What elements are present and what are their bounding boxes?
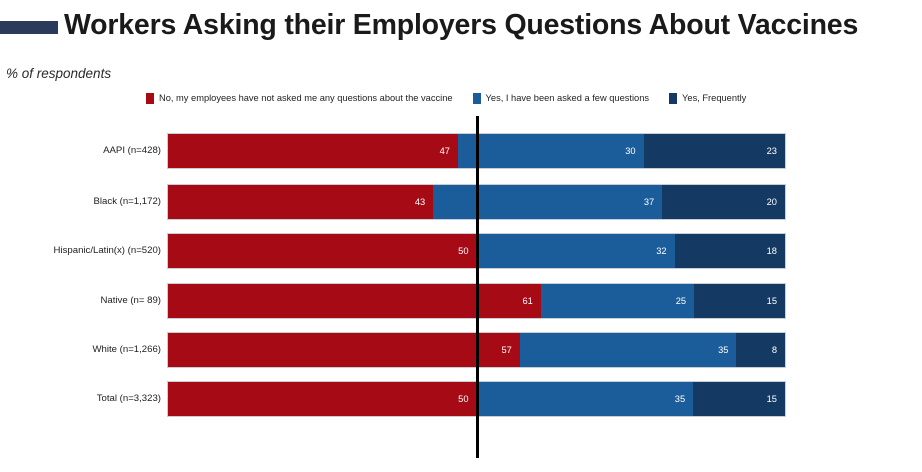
bar-value-label: 35	[674, 394, 686, 404]
bar-value-label: 20	[766, 197, 777, 207]
bar-value-label: 37	[643, 197, 655, 207]
bar-value-label: 15	[766, 394, 777, 404]
bar-value-label: 23	[766, 146, 777, 156]
bar-value-label: 35	[718, 345, 729, 355]
stacked-bar: 50 35 15	[167, 381, 786, 417]
bar-value-label: 25	[675, 296, 687, 306]
stacked-bar: 50 32 18	[167, 233, 786, 269]
category-label: Native (n= 89)	[100, 295, 161, 306]
bar-value-label: 8	[771, 345, 777, 355]
stacked-bar: 61 25 15	[167, 283, 786, 319]
bar-segment-frequently[interactable]: 20	[662, 184, 786, 220]
bar-segment-no-questions[interactable]: 43	[167, 184, 434, 220]
bar-value-label: 50	[458, 246, 469, 256]
bar-segment-no-questions[interactable]: 50	[167, 381, 477, 417]
bar-segment-frequently[interactable]: 8	[736, 332, 786, 368]
bar-value-label: 61	[522, 296, 533, 306]
bar-segment-few-questions[interactable]: 30	[457, 133, 644, 169]
legend-label-frequently: Yes, Frequently	[682, 92, 747, 103]
bar-value-label: 18	[766, 246, 777, 256]
legend-item-no-questions[interactable]: No, my employees have not asked me any q…	[146, 92, 453, 104]
category-label: Black (n=1,172)	[93, 196, 161, 207]
legend-swatch-no-questions	[146, 92, 154, 104]
bar-segment-few-questions[interactable]: 35	[476, 381, 694, 417]
bar-segment-frequently[interactable]: 15	[693, 381, 786, 417]
legend-label-few-questions: Yes, I have been asked a few questions	[485, 92, 650, 103]
bar-segment-frequently[interactable]: 15	[694, 283, 786, 319]
bar-segment-no-questions[interactable]: 57	[167, 332, 520, 368]
bar-segment-no-questions[interactable]: 61	[167, 283, 541, 319]
bar-value-label: 30	[625, 146, 636, 156]
bar-segment-no-questions[interactable]: 50	[167, 233, 477, 269]
bar-value-label: 15	[766, 296, 777, 306]
legend-label-no-questions: No, my employees have not asked me any q…	[159, 92, 453, 103]
chart-plot-area: AAPI (n=428) 47 30 23 Black (n=1,172) 43…	[0, 113, 922, 463]
bar-segment-few-questions[interactable]: 37	[433, 184, 663, 220]
legend-swatch-few-questions	[472, 92, 481, 104]
bar-value-label: 32	[656, 246, 667, 256]
category-label: Total (n=3,323)	[96, 393, 161, 404]
reference-line	[476, 116, 479, 458]
stacked-bar: 57 35 8	[167, 332, 786, 368]
page-title: Workers Asking their Employers Questions…	[64, 9, 859, 41]
bar-value-label: 47	[439, 146, 450, 156]
category-label: White (n=1,266)	[92, 344, 161, 355]
stacked-bar: 43 37 20	[167, 184, 786, 220]
title-accent-bar	[0, 21, 58, 34]
chart-row: Native (n= 89) 61 25 15	[0, 283, 922, 319]
bar-segment-few-questions[interactable]: 35	[519, 332, 737, 368]
chart-row: Total (n=3,323) 50 35 15	[0, 381, 922, 417]
bar-segment-no-questions[interactable]: 47	[167, 133, 458, 169]
bar-segment-few-questions[interactable]: 32	[476, 233, 675, 269]
bar-segment-frequently[interactable]: 23	[643, 133, 786, 169]
bar-value-label: 57	[501, 345, 512, 355]
bar-segment-frequently[interactable]: 18	[674, 233, 786, 269]
stacked-bar: 47 30 23	[167, 133, 786, 169]
legend-swatch-frequently	[669, 92, 678, 104]
chart-row: Hispanic/Latin(x) (n=520) 50 32 18	[0, 233, 922, 269]
category-label: AAPI (n=428)	[103, 145, 161, 156]
chart-legend: No, my employees have not asked me any q…	[146, 91, 746, 105]
legend-item-few-questions[interactable]: Yes, I have been asked a few questions	[472, 92, 650, 104]
chart-row: AAPI (n=428) 47 30 23	[0, 133, 922, 169]
bar-value-label: 50	[458, 394, 469, 404]
category-label: Hispanic/Latin(x) (n=520)	[53, 245, 161, 256]
chart-row: Black (n=1,172) 43 37 20	[0, 184, 922, 220]
bar-value-label: 43	[414, 197, 426, 207]
chart-row: White (n=1,266) 57 35 8	[0, 332, 922, 368]
axis-note-label: % of respondents	[6, 66, 112, 81]
bar-segment-few-questions[interactable]: 25	[540, 283, 695, 319]
legend-item-frequently[interactable]: Yes, Frequently	[669, 92, 747, 104]
